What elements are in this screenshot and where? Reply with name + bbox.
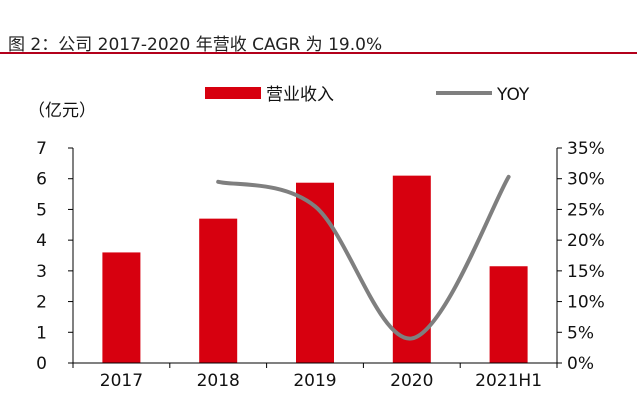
legend-swatch-revenue [205,87,261,99]
left-tick-label: 0 [36,354,47,374]
right-tick-label: 5% [567,323,594,343]
yoy-line [216,174,511,341]
left-tick-label: 6 [36,170,47,190]
bar-2021H1 [489,266,528,363]
figure-title: 图 2：公司 2017-2020 年营收 CAGR 为 19.0% [8,35,383,55]
left-tick-label: 1 [36,323,47,343]
bar-2017 [102,252,141,363]
x-tick-label-2020: 2020 [390,371,433,391]
x-tick-label-2021H1: 2021H1 [475,371,542,391]
bar-2018 [199,218,238,363]
legend-label-revenue: 营业收入 [266,85,334,105]
y-axis-unit-label: （亿元） [28,101,96,121]
x-tick-label-2019: 2019 [293,371,336,391]
bar-2019 [296,182,334,363]
x-tick-label-2018: 2018 [197,371,240,391]
legend-label-yoy: YOY [496,85,530,105]
left-tick-label: 5 [36,200,47,220]
right-tick-label: 20% [567,231,605,251]
right-tick-label: 10% [567,293,605,313]
right-tick-label: 35% [567,139,605,159]
left-tick-label: 3 [36,262,47,282]
title-divider [0,52,637,54]
left-tick-label: 7 [36,139,47,159]
right-tick-label: 25% [567,200,605,220]
right-tick-label: 15% [567,262,605,282]
x-tick-label-2017: 2017 [100,371,143,391]
right-tick-label: 0% [567,354,594,374]
left-tick-label: 4 [36,231,47,251]
left-tick-label: 2 [36,293,47,313]
right-tick-label: 30% [567,170,605,190]
